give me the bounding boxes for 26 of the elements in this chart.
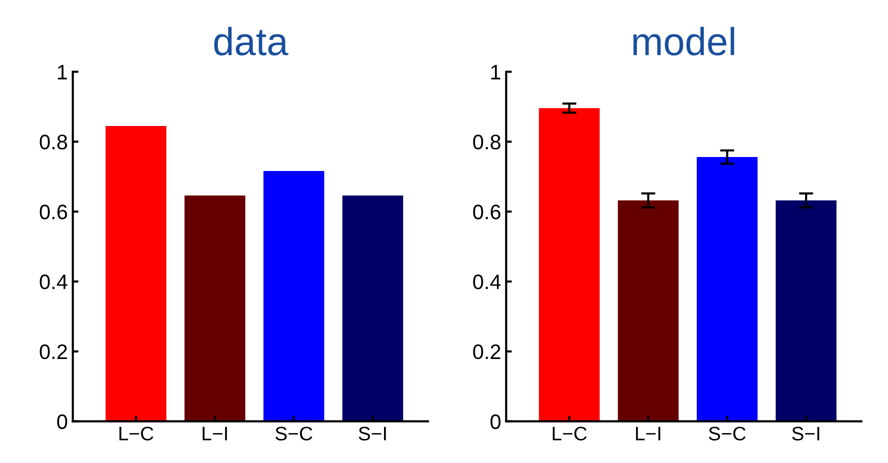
bar bbox=[776, 200, 836, 422]
y-tick-label: 0.6 bbox=[473, 204, 500, 220]
chart-title: model bbox=[633, 26, 734, 56]
y-tick-label: 0 bbox=[490, 414, 500, 430]
y-tick-label: 0.8 bbox=[473, 134, 500, 150]
chart-title: data bbox=[214, 26, 288, 56]
bar bbox=[618, 200, 679, 422]
y-tick-label: 0.8 bbox=[40, 134, 68, 150]
y-tick-label: 0.2 bbox=[473, 344, 500, 360]
y-tick-label: 0 bbox=[57, 414, 68, 430]
y-tick-label: 0.4 bbox=[473, 274, 501, 290]
x-tick-label: L−C bbox=[552, 426, 587, 440]
bar bbox=[696, 157, 758, 422]
x-tick-label: S−I bbox=[792, 426, 820, 440]
y-tick-label: 0.4 bbox=[40, 274, 68, 290]
y-tick-label: 0.6 bbox=[40, 204, 68, 220]
y-tick-label: 1 bbox=[58, 64, 67, 80]
x-tick-label: L−I bbox=[636, 426, 660, 440]
bar bbox=[538, 108, 600, 422]
y-tick-label: 0.2 bbox=[40, 344, 67, 360]
x-tick-label: L−C bbox=[119, 426, 154, 440]
y-tick-label: 1 bbox=[491, 64, 500, 80]
x-tick-label: L−I bbox=[202, 426, 227, 440]
x-tick-label: S−C bbox=[276, 426, 312, 440]
x-tick-label: S−I bbox=[358, 426, 386, 440]
x-tick-label: S−C bbox=[708, 426, 746, 440]
